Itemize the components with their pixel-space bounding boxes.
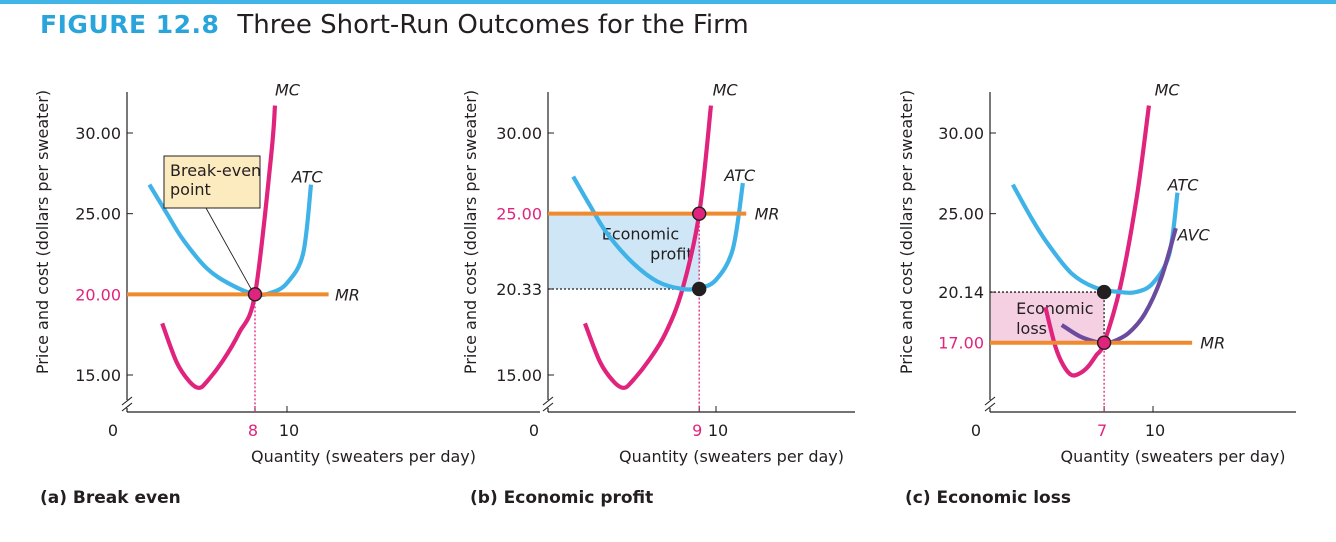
curve-label-mc: MC [1155, 80, 1181, 99]
x-axis-title: Quantity (sweaters per day) [1061, 447, 1286, 466]
data-point [692, 206, 707, 221]
x-tick-label: 10 [708, 421, 728, 440]
origin-label: 0 [971, 421, 981, 440]
axis-break-mark [542, 402, 554, 412]
callout-leader [205, 207, 254, 293]
x-tick-label: 10 [1145, 421, 1165, 440]
curve-label-atc: ATC [1167, 176, 1200, 195]
y-tick-label: 25.00 [938, 205, 984, 224]
data-point [1096, 335, 1112, 350]
region-label-bg [642, 245, 701, 264]
origin-label: 0 [529, 421, 539, 440]
caption-economic-profit: (b) Economic profit [470, 488, 654, 508]
y-tick-label: 20.00 [75, 285, 121, 304]
y-tick-label: 30.00 [938, 124, 984, 143]
y-tick-label: 25.00 [75, 205, 121, 224]
curve-label-atc: ATC [723, 166, 756, 185]
data-point [692, 281, 707, 297]
series-atc-line [571, 175, 745, 292]
series-mc-line [1043, 105, 1152, 378]
axis-break-mark [984, 396, 996, 406]
x-tick-label: 9 [692, 421, 702, 440]
chart-panel-1: 15.00 20.00 25.00 30.00 8 10 0 Quantity (sweate… [33, 80, 540, 466]
x-tick-label: 8 [248, 421, 258, 440]
y-tick-label: 30.00 [496, 124, 542, 143]
origin-label: 0 [108, 421, 118, 440]
axis-break-mark [121, 402, 133, 412]
series-atc-line [1010, 183, 1180, 295]
curve-label-avc: AVC [1176, 226, 1210, 245]
region-label: Economic [602, 225, 679, 244]
caption-economic-loss: (c) Economic loss [905, 488, 1071, 508]
data-point [247, 287, 263, 302]
axis-break-mark [984, 402, 996, 412]
region-label-bg [602, 225, 679, 244]
figure-title: Three Short-Run Outcomes for the Firm [237, 10, 749, 40]
region-label: Economic [1016, 299, 1093, 318]
x-axis-title: Quantity (sweaters per day) [251, 447, 476, 466]
series-mc-line [160, 105, 278, 391]
y-tick-label: 20.14 [938, 283, 984, 302]
y-tick-label: 17.00 [938, 334, 984, 353]
series-mc-line [583, 105, 714, 391]
data-point [1096, 284, 1112, 300]
caption-break-even: (a) Break even [40, 488, 181, 508]
axis-break-mark [542, 396, 554, 406]
series-atc-line [147, 183, 314, 298]
y-tick-label: 20.33 [496, 280, 542, 299]
y-tick-label: 15.00 [496, 366, 542, 385]
callout-box [163, 155, 261, 209]
curve-label-mc: MC [275, 80, 301, 99]
curve-label-mr: MR [755, 205, 780, 224]
figure-header: FIGURE 12.8 Three Short-Run Outcomes for … [40, 10, 749, 50]
y-axis-title: Price and cost (dollars per sweater) [461, 90, 480, 374]
curve-label-atc: ATC [291, 168, 324, 187]
axis-break-mark [121, 396, 133, 406]
callout-text: Break-even [170, 161, 261, 180]
curve-label-mc: MC [713, 80, 739, 99]
x-axis-title: Quantity (sweaters per day) [619, 447, 844, 466]
y-tick-label: 25.00 [496, 205, 542, 224]
x-tick-label: 10 [279, 421, 299, 440]
curve-label-mr: MR [335, 285, 360, 304]
y-tick-label: 30.00 [75, 124, 121, 143]
figure-label: FIGURE 12.8 [40, 10, 220, 39]
top-accent-bar [0, 0, 1336, 4]
callout-text: point [170, 180, 211, 199]
y-tick-label: 15.00 [75, 366, 121, 385]
curve-label-mr: MR [1200, 334, 1225, 353]
x-tick-label: 7 [1097, 421, 1107, 440]
region-label: profit [650, 245, 693, 264]
region-label: loss [1016, 319, 1047, 338]
y-axis-title: Price and cost (dollars per sweater) [897, 90, 916, 374]
y-axis-title: Price and cost (dollars per sweater) [33, 90, 52, 374]
